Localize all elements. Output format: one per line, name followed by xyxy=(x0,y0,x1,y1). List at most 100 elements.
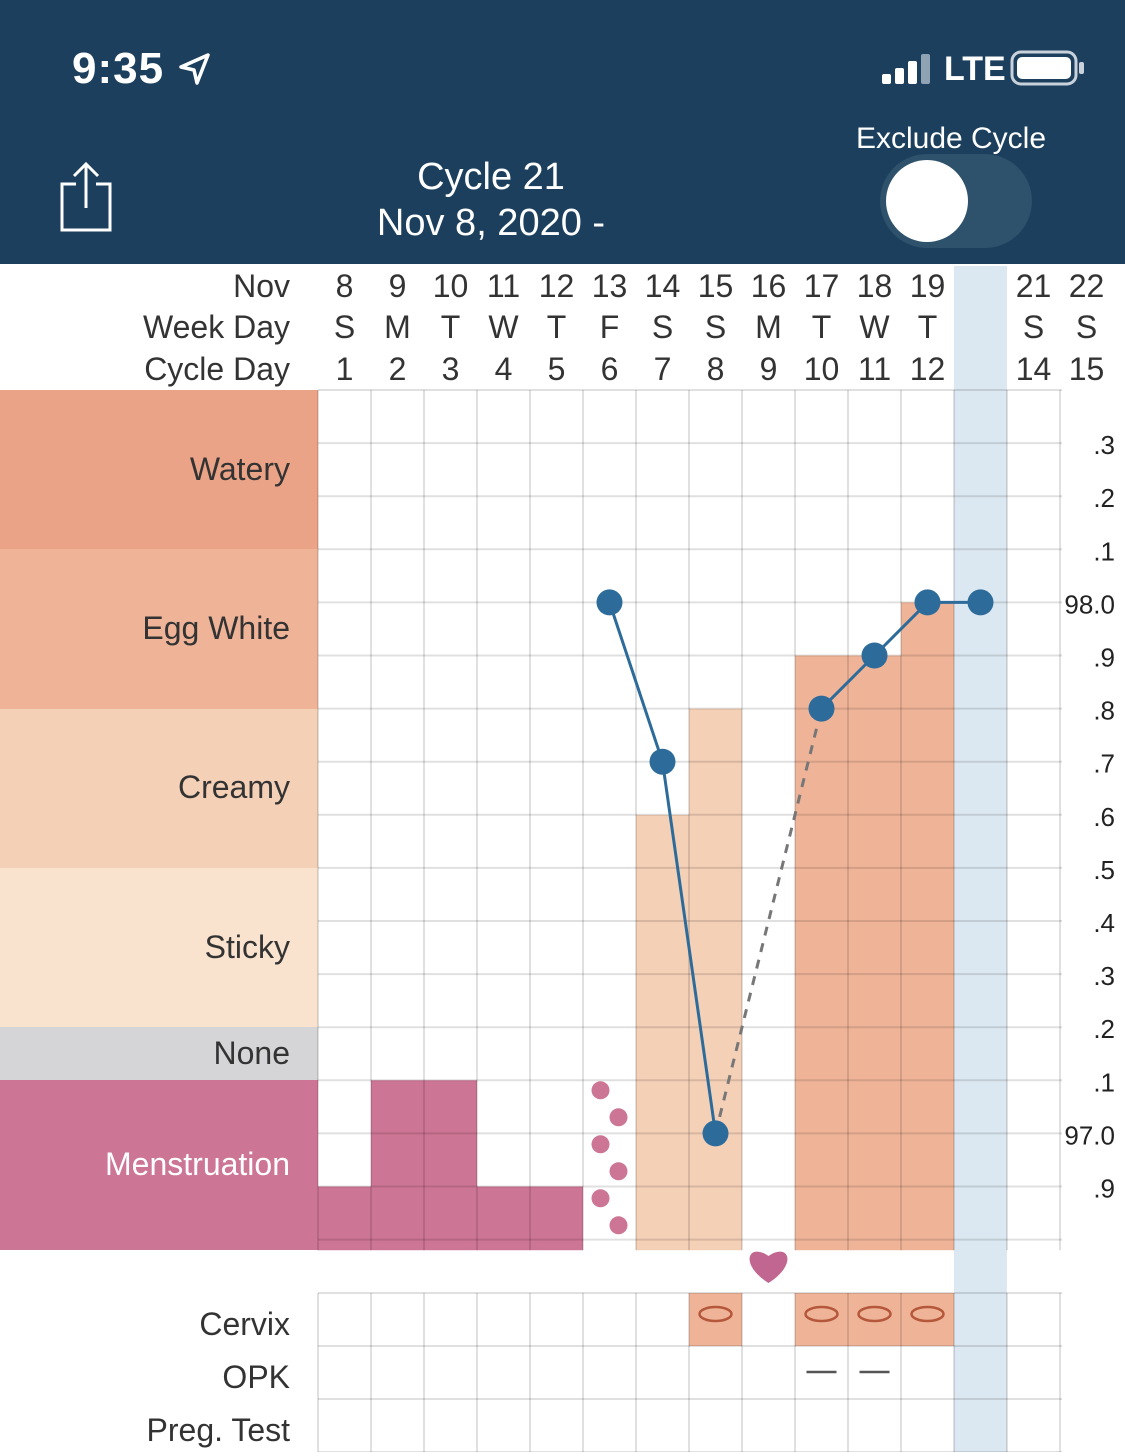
temp-point[interactable] xyxy=(702,1120,729,1147)
header-cycle-day: 6 xyxy=(600,351,619,387)
header-date: 19 xyxy=(909,268,946,304)
temp-line-dashed xyxy=(714,708,823,1134)
header-cycle-day: 10 xyxy=(803,351,840,387)
temp-axis-label: .2 xyxy=(1093,483,1115,513)
menstruation-cell[interactable] xyxy=(371,1080,424,1251)
temp-line xyxy=(608,601,664,763)
menstruation-cell[interactable] xyxy=(318,1186,371,1251)
cervix-cell[interactable] xyxy=(795,1293,848,1346)
share-icon[interactable] xyxy=(58,160,114,234)
temp-point[interactable] xyxy=(914,589,941,616)
header-weekday: T xyxy=(917,309,938,345)
cervix-ellipse-icon xyxy=(857,1305,892,1323)
menstruation-cell[interactable] xyxy=(530,1186,583,1251)
fluid-band-label: Creamy xyxy=(177,769,290,806)
app-header: 9:35 LTE Cycle 21 Nov 8, 2020 - Exclude … xyxy=(0,0,1125,264)
today-highlight xyxy=(954,266,1007,1452)
fluid-cell[interactable] xyxy=(901,602,954,1251)
header-weekday: W xyxy=(488,309,519,345)
toggle-knob xyxy=(886,160,968,242)
header-weekday: M xyxy=(384,309,411,345)
temp-axis-label: .3 xyxy=(1093,430,1115,460)
location-arrow-icon xyxy=(179,53,210,85)
preg-test-row-label: Preg. Test xyxy=(146,1412,290,1448)
header-cycle-day: 9 xyxy=(759,351,778,387)
header-date: 8 xyxy=(335,268,354,304)
header-weekday: S xyxy=(333,309,356,345)
exclude-cycle-label: Exclude Cycle xyxy=(855,122,1047,155)
fluid-band-label: Egg White xyxy=(142,609,290,646)
header-weekday: T xyxy=(811,309,832,345)
menstruation-cell[interactable] xyxy=(424,1080,477,1251)
cervix-cell[interactable] xyxy=(689,1293,742,1346)
fluid-band: Watery xyxy=(0,390,318,550)
header-cycle-day: 1 xyxy=(335,351,354,387)
fluid-cell[interactable] xyxy=(636,814,689,1251)
cycle-name: Cycle 21 xyxy=(417,156,565,198)
header-cycle-day: 4 xyxy=(494,351,513,387)
header-date: 22 xyxy=(1068,268,1105,304)
month-row-label: Nov xyxy=(233,268,290,304)
temp-point[interactable] xyxy=(649,748,676,775)
temp-point[interactable] xyxy=(861,642,888,669)
intercourse-heart-icon[interactable] xyxy=(749,1251,788,1283)
week-day-row-label: Week Day xyxy=(142,309,290,345)
temp-axis-label: .1 xyxy=(1093,536,1115,566)
cervix-cell[interactable] xyxy=(848,1293,901,1346)
temp-axis-label: .7 xyxy=(1093,749,1115,779)
temp-point[interactable] xyxy=(808,695,835,722)
header-date: 17 xyxy=(803,268,840,304)
fluid-band: None xyxy=(0,1027,318,1081)
header-weekday: F xyxy=(599,309,620,345)
cervix-ellipse-icon xyxy=(910,1305,945,1323)
header-date: 10 xyxy=(432,268,469,304)
header-date: 21 xyxy=(1015,268,1052,304)
cycle-date-range: Nov 8, 2020 - xyxy=(376,202,606,244)
header-cycle-day: 15 xyxy=(1068,351,1105,387)
header-weekday: S xyxy=(1075,309,1098,345)
exclude-cycle-toggle[interactable] xyxy=(880,154,1032,248)
fluid-cell[interactable] xyxy=(848,655,901,1251)
header-weekday: S xyxy=(1022,309,1045,345)
cervix-cell[interactable] xyxy=(901,1293,954,1346)
temp-point[interactable] xyxy=(967,589,994,616)
header-cycle-day: 12 xyxy=(909,351,946,387)
menstruation-cell[interactable] xyxy=(477,1186,530,1251)
temp-axis-label: .9 xyxy=(1093,1174,1115,1204)
status-time: 9:35 xyxy=(72,44,165,93)
temp-axis-label: .6 xyxy=(1093,802,1115,832)
header-weekday: S xyxy=(704,309,727,345)
spotting-dot[interactable] xyxy=(609,1162,628,1181)
temp-axis-label: .3 xyxy=(1093,961,1115,991)
fluid-cell[interactable] xyxy=(689,708,742,1251)
spotting-dot[interactable] xyxy=(591,1135,610,1154)
header-date: 18 xyxy=(856,268,893,304)
header-date: 9 xyxy=(388,268,407,304)
fluid-band: Egg White xyxy=(0,549,318,709)
spotting-dot[interactable] xyxy=(591,1081,610,1100)
spotting-dot[interactable] xyxy=(609,1216,628,1235)
spotting-dot[interactable] xyxy=(591,1189,610,1208)
header-weekday: M xyxy=(755,309,782,345)
cycle-title: Cycle 21 Nov 8, 2020 - xyxy=(300,154,682,246)
header-cycle-day: 8 xyxy=(706,351,725,387)
temp-point[interactable] xyxy=(596,589,623,616)
cervix-ellipse-icon xyxy=(804,1305,839,1323)
cervix-row-label: Cervix xyxy=(199,1306,290,1342)
fluid-band-label: Sticky xyxy=(204,928,290,965)
temp-axis-label: .2 xyxy=(1093,1014,1115,1044)
spotting-dot[interactable] xyxy=(609,1108,628,1127)
cervix-ellipse-icon xyxy=(698,1305,733,1323)
fluid-band-label: None xyxy=(213,1034,291,1071)
temp-axis-label: 97.0 xyxy=(1064,1120,1115,1150)
header-cycle-day: 11 xyxy=(857,351,892,387)
header-weekday: T xyxy=(546,309,567,345)
fluid-band-label: Menstruation xyxy=(105,1146,290,1183)
header-date: 13 xyxy=(591,268,628,304)
fluid-band: Menstruation xyxy=(0,1080,318,1251)
fluid-cell[interactable] xyxy=(795,655,848,1251)
header-cycle-day: 7 xyxy=(653,351,672,387)
header-weekday: S xyxy=(651,309,674,345)
fluid-band: Creamy xyxy=(0,708,318,868)
